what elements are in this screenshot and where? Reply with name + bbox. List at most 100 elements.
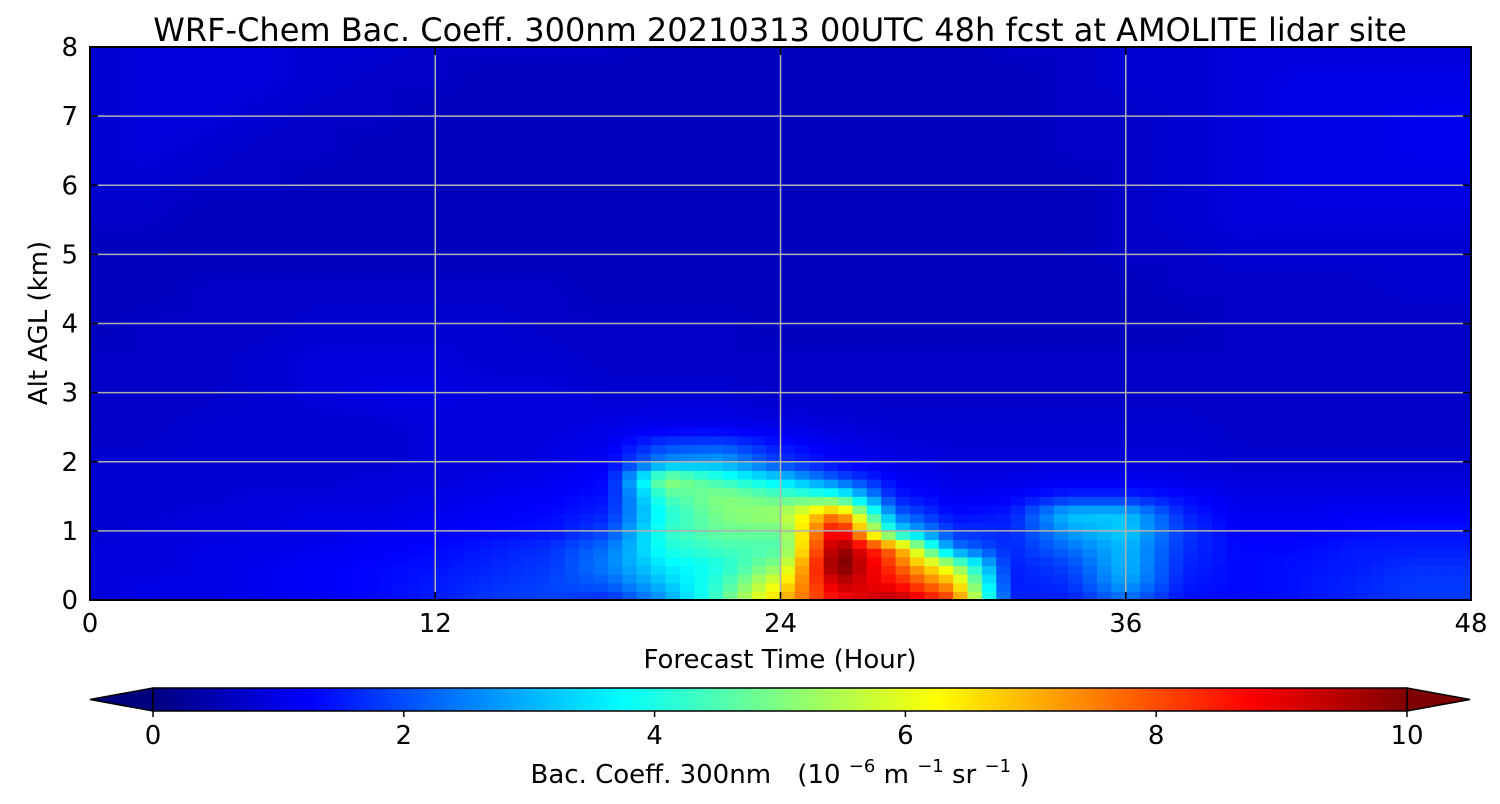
heatmap-cell [781, 548, 796, 557]
heatmap-cell [464, 470, 479, 479]
heatmap-cell [1183, 574, 1198, 583]
heatmap-cell [176, 514, 191, 523]
heatmap-cell [306, 168, 321, 177]
heatmap-cell [1169, 272, 1184, 281]
heatmap-cell [939, 444, 954, 453]
heatmap-cell [248, 211, 263, 220]
heatmap-cell [1399, 272, 1414, 281]
heatmap-cell [1155, 444, 1170, 453]
heatmap-cell [867, 185, 882, 194]
heatmap-cell [1183, 306, 1198, 315]
heatmap-cell [1428, 306, 1443, 315]
heatmap-cell [1298, 557, 1313, 566]
heatmap-cell [737, 203, 752, 212]
heatmap-cell [1356, 496, 1371, 505]
heatmap-cell [550, 263, 565, 272]
heatmap-cell [277, 548, 292, 557]
heatmap-cell [1385, 419, 1400, 428]
heatmap-cell [565, 565, 580, 574]
heatmap-cell [1155, 410, 1170, 419]
heatmap-cell [1111, 194, 1126, 203]
heatmap-cell [1169, 548, 1184, 557]
heatmap-cell [176, 159, 191, 168]
heatmap-cell [378, 151, 393, 160]
heatmap-cell [867, 462, 882, 471]
heatmap-cell [392, 505, 407, 514]
heatmap-cell [910, 289, 925, 298]
heatmap-cell [464, 306, 479, 315]
heatmap-cell [809, 419, 824, 428]
heatmap-cell [406, 289, 421, 298]
heatmap-cell [406, 488, 421, 497]
heatmap-cell [1270, 349, 1285, 358]
heatmap-cell [924, 289, 939, 298]
heatmap-cell [1370, 324, 1385, 333]
heatmap-cell [493, 548, 508, 557]
heatmap-cell [176, 306, 191, 315]
heatmap-cell [1169, 332, 1184, 341]
heatmap-cell [867, 479, 882, 488]
heatmap-cell [838, 522, 853, 531]
heatmap-cell [1342, 436, 1357, 445]
heatmap-cell [809, 436, 824, 445]
heatmap-cell [90, 453, 105, 462]
heatmap-cell [637, 332, 652, 341]
heatmap-cell [1126, 228, 1141, 237]
heatmap-cell [1097, 548, 1112, 557]
heatmap-cell [593, 453, 608, 462]
heatmap-cell [234, 393, 249, 402]
heatmap-cell [766, 367, 781, 376]
heatmap-cell [565, 496, 580, 505]
heatmap-cell [665, 436, 680, 445]
heatmap-cell [694, 531, 709, 540]
heatmap-cell [924, 280, 939, 289]
heatmap-cell [1111, 315, 1126, 324]
heatmap-cell [867, 315, 882, 324]
heatmap-cell [737, 220, 752, 229]
heatmap-cell [478, 324, 493, 333]
heatmap-cell [507, 306, 522, 315]
heatmap-cell [392, 574, 407, 583]
heatmap-cell [435, 436, 450, 445]
heatmap-cell [248, 177, 263, 186]
heatmap-cell [421, 531, 436, 540]
heatmap-cell [910, 237, 925, 246]
heatmap-cell [1083, 574, 1098, 583]
heatmap-cell [565, 453, 580, 462]
heatmap-cell [1284, 574, 1299, 583]
heatmap-cell [1212, 436, 1227, 445]
heatmap-cell [737, 159, 752, 168]
heatmap-cell [176, 393, 191, 402]
heatmap-cell [1442, 168, 1457, 177]
heatmap-cell [1385, 194, 1400, 203]
heatmap-cell [953, 548, 968, 557]
heatmap-cell [968, 211, 983, 220]
heatmap-cell [1399, 358, 1414, 367]
heatmap-cell [694, 263, 709, 272]
heatmap-cell [637, 263, 652, 272]
heatmap-cell [1054, 514, 1069, 523]
heatmap-cell [1255, 479, 1270, 488]
heatmap-cell [852, 531, 867, 540]
heatmap-cell [622, 453, 637, 462]
heatmap-cell [809, 315, 824, 324]
heatmap-cell [450, 393, 465, 402]
heatmap-cell [191, 583, 206, 592]
heatmap-cell [119, 531, 134, 540]
heatmap-cell [104, 177, 119, 186]
heatmap-cell [435, 289, 450, 298]
heatmap-cell [924, 574, 939, 583]
heatmap-cell [1226, 203, 1241, 212]
heatmap-cell [550, 306, 565, 315]
heatmap-cell [1327, 306, 1342, 315]
heatmap-cell [493, 159, 508, 168]
heatmap-cell [478, 375, 493, 384]
heatmap-cell [148, 211, 163, 220]
heatmap-cell [881, 384, 896, 393]
heatmap-cell [1313, 436, 1328, 445]
heatmap-cell [1356, 280, 1371, 289]
heatmap-cell [1198, 159, 1213, 168]
heatmap-cell [593, 203, 608, 212]
heatmap-cell [996, 177, 1011, 186]
heatmap-cell [291, 168, 306, 177]
